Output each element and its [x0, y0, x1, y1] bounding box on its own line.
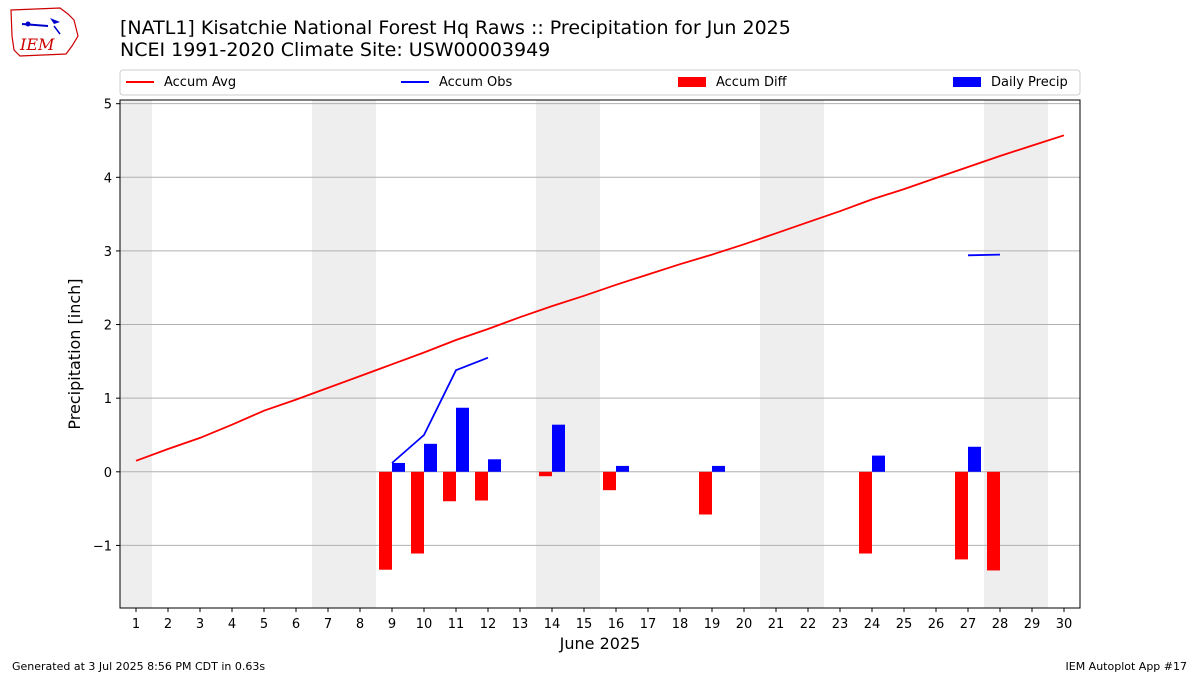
x-tick-label: 13	[512, 617, 529, 632]
x-tick-label: 26	[928, 617, 945, 632]
daily-precip-bar	[392, 462, 405, 472]
x-tick-label: 22	[800, 617, 817, 632]
x-tick-label: 6	[292, 617, 300, 632]
chart-title: [NATL1] Kisatchie National Forest Hq Raw…	[120, 17, 791, 61]
x-tick-label: 11	[448, 617, 465, 632]
weekend-band	[312, 100, 376, 608]
chart-title-line1: [NATL1] Kisatchie National Forest Hq Raw…	[120, 17, 791, 39]
x-tick-label: 23	[832, 617, 849, 632]
daily-precip-bar	[968, 446, 981, 472]
accum-diff-bar	[603, 471, 616, 491]
y-tick-label: 2	[104, 319, 112, 334]
daily-precip-bar	[456, 407, 469, 472]
accum-obs-line	[391, 253, 1001, 464]
legend-label: Accum Diff	[716, 75, 788, 90]
accum-avg-line	[135, 134, 1065, 462]
x-tick-label: 21	[768, 617, 785, 632]
weekend-band	[536, 100, 600, 608]
legend-label: Accum Avg	[164, 75, 236, 90]
iem-logo: IEM	[10, 7, 79, 57]
x-tick-label: 18	[672, 617, 689, 632]
legend-swatch	[953, 77, 981, 87]
daily-precip-bar	[552, 424, 565, 472]
x-tick-label: 20	[736, 617, 753, 632]
accum-diff-bar	[475, 471, 488, 501]
x-tick-label: 4	[228, 617, 236, 632]
footer-app: IEM Autoplot App #17	[1065, 660, 1188, 673]
x-tick-label: 16	[608, 617, 625, 632]
y-tick-label: 3	[104, 245, 112, 260]
daily-precip-bar	[712, 465, 725, 472]
chart-title-line2: NCEI 1991-2020 Climate Site: USW00003949	[120, 39, 551, 61]
legend-box	[119, 69, 1081, 96]
daily-precip-bar	[424, 443, 437, 472]
legend-label: Accum Obs	[439, 75, 512, 90]
daily-precip-bar	[872, 455, 885, 472]
x-tick-label: 15	[576, 617, 593, 632]
x-tick-label: 2	[164, 617, 172, 632]
daily-precip-bar	[616, 465, 629, 472]
x-tick-label: 24	[864, 617, 881, 632]
y-tick-label: 4	[104, 171, 112, 186]
weekend-band	[120, 100, 152, 608]
legend-label: Daily Precip	[991, 75, 1068, 90]
x-tick-label: 9	[388, 617, 396, 632]
accum-diff-bar	[699, 471, 712, 515]
footer-generated: Generated at 3 Jul 2025 8:56 PM CDT in 0…	[12, 660, 266, 673]
x-tick-label: 29	[1024, 617, 1041, 632]
x-tick-label: 25	[896, 617, 913, 632]
x-tick-label: 12	[480, 617, 497, 632]
x-tick-label: 17	[640, 617, 657, 632]
accum-diff-bar	[411, 471, 424, 554]
x-tick-label: 14	[544, 617, 561, 632]
accum-diff-bar	[379, 471, 392, 570]
x-tick-label: 3	[196, 617, 204, 632]
accum-diff-bar	[955, 471, 968, 560]
y-tick-label: −1	[93, 539, 112, 554]
daily-precip-bar	[488, 459, 501, 472]
x-tick-label: 5	[260, 617, 268, 632]
x-tick-label: 1	[132, 617, 140, 632]
x-tick-label: 7	[324, 617, 332, 632]
accum-diff-bar	[859, 471, 872, 554]
legend-swatch	[678, 77, 706, 87]
x-tick-label: 10	[416, 617, 433, 632]
accum-diff-bar	[987, 471, 1000, 571]
x-tick-label: 30	[1056, 617, 1073, 632]
x-tick-label: 27	[960, 617, 977, 632]
x-tick-label: 28	[992, 617, 1009, 632]
plot-frame	[119, 99, 1081, 609]
y-tick-label: 5	[104, 98, 112, 113]
y-tick-label: 1	[104, 392, 112, 407]
y-tick-label: 0	[104, 466, 112, 481]
weekend-band	[760, 100, 824, 608]
x-tick-label: 19	[704, 617, 721, 632]
accum-diff-bar	[539, 471, 552, 477]
logo-text: IEM	[19, 35, 55, 54]
y-axis-label: Precipitation [inch]	[65, 278, 84, 429]
accum-diff-bar	[443, 471, 456, 502]
x-tick-label: 8	[356, 617, 364, 632]
x-axis-label: June 2025	[559, 634, 641, 653]
